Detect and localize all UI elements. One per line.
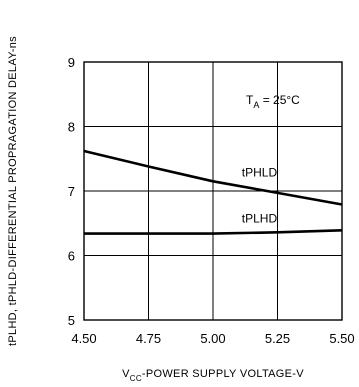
x-tick-label: 4.50 [71,331,96,346]
y-tick-label: 7 [68,184,75,199]
y-tick-label: 6 [68,249,75,264]
x-tick-label: 4.75 [136,331,161,346]
x-tick-label: 5.50 [329,331,354,346]
y-tick-label: 9 [68,55,75,70]
series-labels: tPHLD tPLHD [242,166,278,226]
y-axis-label: tPLHD, tPHLD-DIFFERENTIAL PROPRAGATION D… [7,36,19,346]
series-line-tphld [83,149,343,206]
grid-lines [84,62,342,320]
series-group [83,149,343,235]
y-tick-labels: 5 6 7 8 9 [68,55,75,328]
y-tick-label: 8 [68,120,75,135]
x-tick-labels: 4.50 4.75 5.00 5.25 5.50 [71,331,354,346]
temperature-annotation: TA = 25°C [246,93,300,110]
series-line-tplhd [84,229,343,235]
x-axis-label: VCC-POWER SUPPLY VOLTAGE-V [122,368,304,383]
series-label-tplhd: tPLHD [242,212,278,226]
series-label-tphld: tPHLD [242,166,278,180]
x-tick-label: 5.00 [200,331,225,346]
y-tick-label: 5 [68,313,75,328]
x-tick-label: 5.25 [265,331,290,346]
